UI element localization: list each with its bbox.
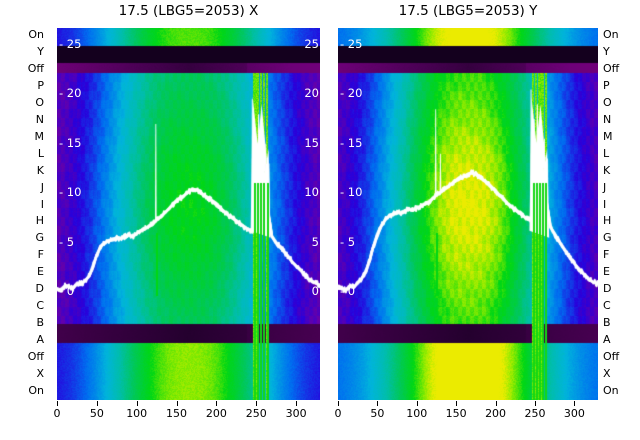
- dipole-tick-left-9: J: [40, 180, 44, 194]
- x-tick-mark-right-200: [495, 401, 497, 406]
- dipole-tick-left-19: Off: [27, 350, 44, 364]
- dipole-tick-right-17: B: [603, 316, 611, 330]
- dipole-tick-left-21: On: [28, 384, 44, 397]
- dipole-axis-left: On Y Off P O N M L K J I H G F E D C B A Off X On: [0, 28, 46, 400]
- panel-title-y: 17.5 (LBG5=2053) Y: [398, 3, 538, 19]
- dipole-tick-right-9: J: [603, 180, 607, 194]
- dipole-tick-right-5: N: [603, 112, 612, 126]
- dipole-axis-right: On Y Off P O N M L K J I H G F E D C B A Off X On: [600, 28, 640, 400]
- dipole-tick-left-16: C: [36, 299, 44, 313]
- dipole-tick-right-16: C: [603, 299, 611, 313]
- dipole-tick-right-14: E: [603, 265, 610, 279]
- dipole-tick-left-15: D: [35, 282, 44, 296]
- x-tick-mark-left-0: [57, 401, 58, 406]
- dipole-tick-right-11: H: [603, 214, 612, 228]
- dipole-tick-left-12: G: [35, 231, 44, 245]
- x-tick-label-left-0: 0: [53, 407, 61, 420]
- dipole-tick-left-8: K: [36, 163, 44, 177]
- dipole-tick-left-4: O: [35, 95, 44, 109]
- x-tick-label-right-300: 300: [563, 407, 585, 420]
- x-tick-label-left-100: 100: [126, 407, 148, 420]
- dipole-tick-right-10: I: [603, 197, 607, 211]
- x-tick-label-left-250: 250: [245, 407, 267, 420]
- dipole-tick-left-2: Off: [27, 61, 44, 75]
- dipole-tick-left-3: P: [37, 78, 44, 92]
- x-axis-left: 0 50 100 150 200 250 300: [53, 401, 320, 431]
- heatmap-canvas-y: [338, 28, 598, 400]
- x-tick-mark-right-150: [456, 401, 458, 406]
- x-tick-mark-right-100: [416, 401, 418, 406]
- x-tick-label-left-50: 50: [89, 407, 104, 420]
- panel-title-x: 17.5 (LBG5=2053) X: [118, 3, 259, 19]
- x-tick-label-right-100: 100: [406, 407, 428, 420]
- dipole-tick-left-1: Y: [37, 44, 44, 58]
- x-tick-mark-right-50: [377, 401, 379, 406]
- x-tick-mark-right-300: [574, 401, 576, 406]
- x-tick-label-right-150: 150: [445, 407, 467, 420]
- dipole-tick-right-19: Off: [603, 350, 620, 364]
- x-tick-label-right-200: 200: [485, 407, 507, 420]
- x-tick-label-left-300: 300: [285, 407, 307, 420]
- dipole-tick-right-3: P: [603, 78, 610, 92]
- dipole-tick-left-11: H: [35, 214, 44, 228]
- dipole-tick-right-8: K: [603, 163, 611, 177]
- x-tick-label-right-50: 50: [370, 407, 385, 420]
- x-tick-mark-left-300: [296, 401, 298, 406]
- heatmap-panel-x[interactable]: [57, 28, 320, 400]
- heatmap-panel-y[interactable]: [338, 28, 598, 400]
- dipole-tick-left-7: L: [37, 146, 44, 160]
- x-tick-mark-right-0: [338, 401, 339, 406]
- dipole-tick-right-4: O: [603, 95, 612, 109]
- x-axis-right: 0 50 100 150 200 250 300: [334, 401, 598, 431]
- dipole-tick-left-6: M: [34, 129, 45, 143]
- dipole-tick-right-2: Off: [603, 61, 620, 75]
- x-tick-label-right-250: 250: [524, 407, 546, 420]
- dipole-tick-left-17: B: [36, 316, 44, 330]
- dipole-tick-right-21: On: [603, 384, 619, 397]
- x-tick-mark-left-100: [136, 401, 138, 406]
- dipole-tick-left-14: E: [37, 265, 44, 279]
- x-tick-mark-left-250: [256, 401, 258, 406]
- dipole-tick-right-7: L: [603, 146, 610, 160]
- x-tick-mark-left-200: [216, 401, 218, 406]
- dipole-tick-left-5: N: [35, 112, 44, 126]
- dipole-tick-left-13: F: [37, 248, 44, 262]
- dipole-tick-left-18: A: [36, 333, 44, 347]
- dipole-tick-right-13: F: [603, 248, 610, 262]
- x-tick-mark-left-50: [96, 401, 98, 406]
- dipole-tick-right-18: A: [603, 333, 611, 347]
- dipole-tick-right-15: D: [603, 282, 612, 296]
- heatmap-canvas-x: [57, 28, 320, 400]
- x-tick-mark-left-150: [176, 401, 178, 406]
- dipole-tick-left-10: I: [40, 197, 44, 211]
- dipole-tick-right-6: M: [603, 129, 613, 143]
- dipole-tick-left-0: On: [28, 28, 44, 41]
- x-tick-mark-right-250: [534, 401, 536, 406]
- dipole-tick-left-20: X: [36, 367, 44, 381]
- x-tick-label-left-200: 200: [205, 407, 227, 420]
- x-tick-label-right-0: 0: [334, 407, 342, 420]
- dipole-tick-right-12: G: [603, 231, 612, 245]
- dipole-tick-right-1: Y: [603, 44, 610, 58]
- dipole-tick-right-0: On: [603, 28, 619, 41]
- x-tick-label-left-150: 150: [166, 407, 188, 420]
- dipole-tick-right-20: X: [603, 367, 611, 381]
